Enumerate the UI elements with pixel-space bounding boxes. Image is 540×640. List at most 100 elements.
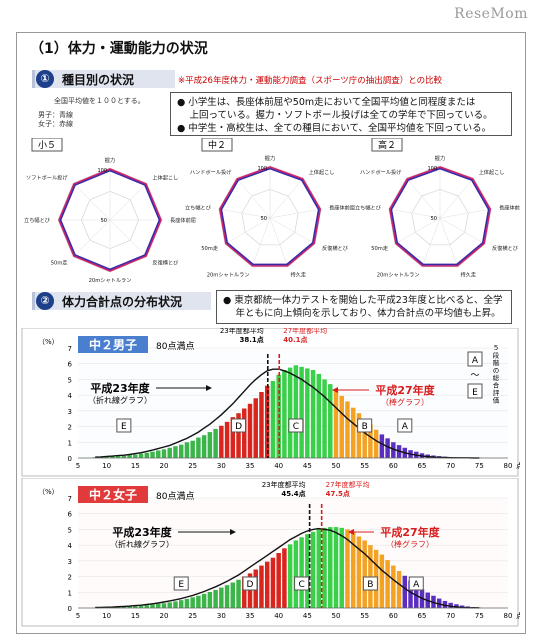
bar	[144, 605, 150, 608]
bar	[173, 446, 178, 458]
bar	[133, 454, 138, 458]
radar-grade-box	[31, 138, 63, 152]
radar-spoke	[388, 208, 441, 219]
x-tick-label: 35	[246, 462, 255, 470]
legend-girls: 女子：赤線	[38, 120, 73, 128]
x-tick-label: 25	[188, 462, 197, 470]
bar	[224, 585, 230, 608]
bar	[305, 534, 310, 608]
bar	[316, 529, 322, 608]
bar	[178, 600, 184, 608]
x-tick-label: 45	[303, 612, 312, 620]
eval-bottom: E	[472, 388, 478, 398]
radar-axis-label: 持久走	[291, 270, 307, 278]
radar-spoke	[439, 217, 486, 245]
bar	[310, 370, 316, 458]
eval-vertical-char: 階	[493, 358, 500, 367]
resemom-logo: ReseMom	[454, 6, 528, 22]
x-tick-label: 35	[246, 612, 255, 620]
radar-spoke	[439, 178, 474, 219]
section2-title: 体力合計点の分布状況	[62, 295, 183, 309]
bar	[391, 565, 396, 608]
bar	[322, 379, 327, 458]
bar	[328, 384, 333, 458]
x-tick-label: 60	[389, 612, 398, 620]
radar-spoke	[421, 217, 441, 267]
radar-spoke	[251, 217, 271, 267]
radar-tick: 100	[97, 168, 107, 174]
radar-spoke	[439, 208, 492, 219]
x-tick-label: 15	[131, 462, 140, 470]
bar	[247, 403, 253, 458]
grade-label: D	[235, 422, 242, 432]
line-series-sub: （折れ線グラフ）	[88, 395, 152, 405]
grade-label-box	[288, 418, 304, 433]
line-series-h23	[95, 368, 480, 459]
bar	[328, 527, 333, 608]
radar-axis-label: 50m走	[201, 245, 218, 252]
y-tick-label: 7	[68, 495, 72, 503]
grade-label-box	[397, 418, 413, 433]
bar	[207, 432, 213, 458]
plot-area	[78, 348, 508, 458]
eval-vertical-char: 段	[493, 351, 500, 360]
bullet-line: ● 中学生・高校生は、全ての種目において、全国平均値を下回っている。	[177, 123, 492, 134]
x-tick-label: 10	[102, 612, 111, 620]
grade-label-box	[173, 576, 189, 591]
grade-label-box	[408, 576, 424, 591]
bar	[242, 408, 247, 458]
bar	[110, 456, 115, 458]
radar-spoke	[439, 217, 459, 267]
chart-subheader: 80点満点	[156, 341, 194, 352]
bar	[391, 442, 396, 458]
bar	[408, 580, 413, 608]
line-series-h23	[95, 527, 480, 609]
x-tick-label: 80	[504, 612, 513, 620]
bar	[270, 381, 276, 458]
bar	[362, 540, 367, 608]
grade-label: B	[367, 580, 373, 590]
line-series-label: 平成23年度	[112, 525, 172, 539]
bar	[310, 531, 316, 608]
bar	[236, 579, 241, 608]
bar	[184, 598, 190, 608]
bar	[396, 571, 402, 608]
eval-box-bottom	[467, 383, 483, 399]
bar	[161, 449, 167, 458]
bar	[115, 456, 121, 458]
bar	[190, 440, 195, 458]
eval-vertical-char: 合	[493, 381, 500, 390]
avg-label-h23: 23年度都平均	[220, 328, 264, 335]
radar-axis-label: 握力	[435, 154, 445, 162]
bullet-line: ● 東京都統一体力テストを開始した平成23年度と比べると、全学	[223, 295, 503, 306]
x-tick-label: 65	[418, 462, 427, 470]
y-tick-label: 0	[68, 605, 72, 613]
bar	[173, 601, 178, 608]
bar	[138, 453, 144, 458]
bar	[224, 421, 230, 458]
bar	[138, 605, 144, 608]
radar-spoke	[236, 178, 271, 219]
bar	[144, 452, 150, 458]
x-tick-label: 45	[303, 462, 312, 470]
bar	[276, 553, 281, 608]
x-tick-label: 40	[274, 462, 283, 470]
bar-series-label: 平成27年度	[380, 525, 440, 539]
bar	[356, 413, 362, 458]
bar	[385, 438, 390, 458]
eval-vertical-char: の	[493, 367, 500, 375]
bar	[270, 557, 276, 608]
bar	[339, 527, 344, 608]
avg-label-h27: 27年度都平均	[283, 328, 327, 335]
bar	[253, 398, 258, 458]
bar	[196, 437, 201, 458]
radar-axis-label: ハンドボール投げ	[190, 168, 232, 176]
bar	[127, 606, 132, 608]
bullet-line: ● 小学生は、長座体前屈や50m走において全国平均値と同程度または	[177, 97, 476, 108]
bar	[373, 429, 379, 458]
x-axis-unit: 点	[516, 612, 520, 620]
avg-value-h27: 47.5点	[326, 489, 350, 498]
bar	[167, 602, 172, 608]
y-tick-label: 3	[68, 408, 72, 416]
